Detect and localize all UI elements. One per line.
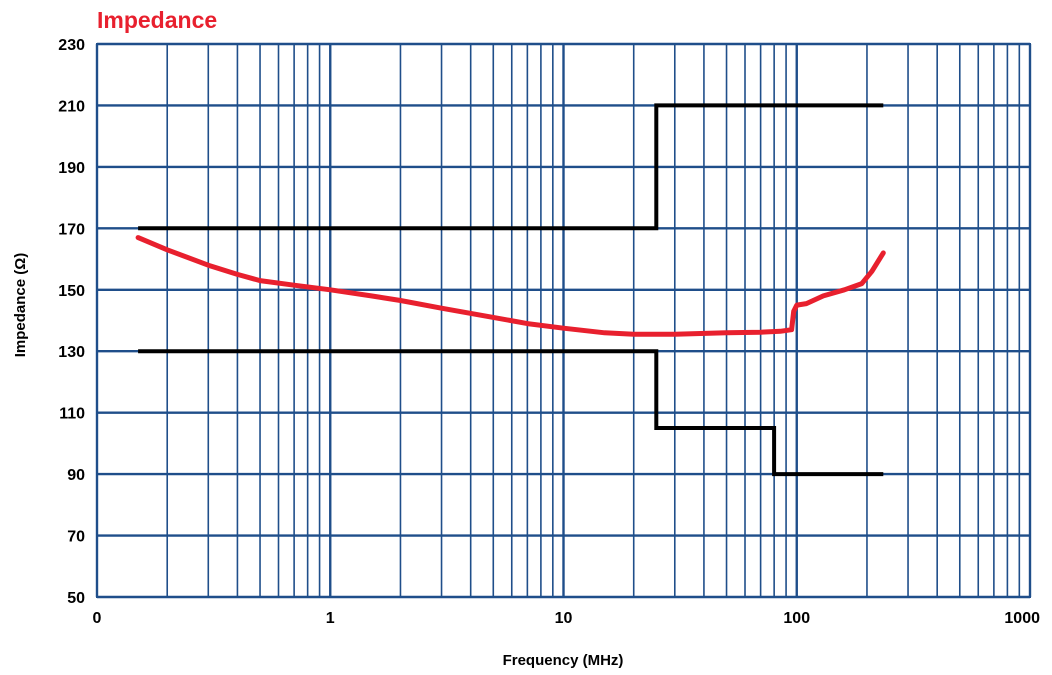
upper-limit-series-line xyxy=(138,103,884,231)
plot-frame xyxy=(96,43,1031,598)
y-tick-label: 190 xyxy=(58,160,85,177)
chart-title: Impedance xyxy=(97,7,217,33)
measured-series-line xyxy=(135,235,886,337)
x-tick-label: 100 xyxy=(783,610,810,627)
x-axis-label: Frequency (MHz) xyxy=(503,652,624,669)
y-tick-label: 230 xyxy=(58,37,85,54)
y-tick-label: 170 xyxy=(58,221,85,238)
y-tick-label: 210 xyxy=(58,98,85,115)
y-tick-label: 50 xyxy=(67,590,85,607)
y-tick-label: 90 xyxy=(67,467,85,484)
x-tick-label: 1000 xyxy=(1004,610,1040,627)
series-layer xyxy=(135,103,886,477)
x-tick-label: 0 xyxy=(93,610,102,627)
y-tick-label: 110 xyxy=(59,406,85,423)
y-axis-label: Impedance (Ω) xyxy=(12,253,29,358)
x-tick-labels: 0 1 10 100 1000 xyxy=(93,610,1041,627)
y-tick-label: 130 xyxy=(58,344,85,361)
y-tick-label: 150 xyxy=(58,283,85,300)
y-tick-labels: 50 70 90 110 130 150 170 190 210 230 xyxy=(58,37,85,607)
y-tick-label: 70 xyxy=(67,529,85,546)
x-tick-label: 1 xyxy=(326,610,335,627)
minor-gridlines xyxy=(166,44,1021,597)
x-tick-label: 10 xyxy=(555,610,573,627)
lower-limit-series-line xyxy=(138,349,884,477)
